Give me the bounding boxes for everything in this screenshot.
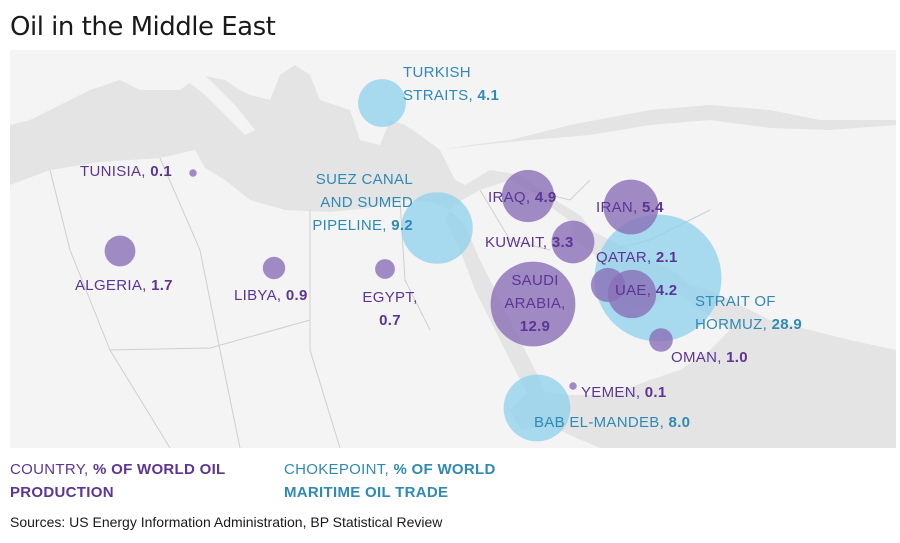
country-bubble-algeria — [104, 235, 136, 267]
legend-country: COUNTRY, % OF WORLD OIL PRODUCTION — [10, 458, 226, 504]
country-value: 1.7 — [151, 277, 173, 294]
legend-chokepoint-prefix: CHOKEPOINT, — [284, 461, 389, 478]
chokepoint-name: BAB EL-MANDEB — [534, 414, 660, 431]
country-name: TUNISIA — [80, 163, 142, 180]
chokepoint-name-line: TURKISH — [403, 64, 471, 81]
legend-country-bold: % OF WORLD OIL — [93, 461, 226, 478]
country-value: 0.9 — [285, 287, 308, 304]
country-label-tunisia: TUNISIA, 0.1 — [80, 163, 172, 180]
country-label-oman: OMAN, 1.0 — [671, 349, 748, 366]
chokepoint-value: 9.2 — [391, 217, 413, 234]
chokepoint-value: 8.0 — [668, 414, 691, 431]
country-bubble-tunisia — [189, 169, 197, 177]
country-bubble-iraq — [501, 169, 555, 223]
country-label-egypt: EGYPT, 0.7 — [362, 289, 418, 329]
country-label-iran: IRAN, 5.4 — [596, 199, 664, 216]
country-value: 1.0 — [726, 349, 748, 366]
chokepoint-label-bab-el-mandeb: BAB EL-MANDEB, 8.0 — [534, 414, 691, 431]
country-value: 0.1 — [644, 384, 667, 401]
country-label-iraq: IRAQ, 4.9 — [488, 189, 557, 206]
country-name: ALGERIA — [75, 277, 143, 294]
country-bubble-oman — [649, 328, 673, 352]
chokepoint-label-suez: SUEZ CANAL AND SUMED PIPELINE, 9.2 — [290, 168, 413, 237]
legend-chokepoint-bold: MARITIME OIL TRADE — [284, 484, 449, 501]
land-italy — [180, 60, 255, 135]
country-value: 4.9 — [534, 189, 557, 206]
country-name: UAE — [615, 282, 647, 299]
base-map — [10, 50, 896, 448]
country-bubble-uae — [607, 269, 657, 319]
country-value: 5.4 — [641, 199, 664, 216]
country-bubble-egypt — [375, 259, 395, 279]
country-name: EGYPT — [362, 289, 414, 306]
legend-country-prefix: COUNTRY, — [10, 461, 89, 478]
country-name: QATAR — [596, 249, 647, 266]
country-name: OMAN — [671, 349, 718, 366]
chokepoint-name-line: HORMUZ, — [695, 316, 768, 333]
country-bubble-kuwait — [551, 220, 595, 264]
country-label-uae: UAE, 4.2 — [615, 282, 678, 299]
country-label-algeria: ALGERIA, 1.7 — [75, 277, 173, 294]
legend-chokepoint: CHOKEPOINT, % OF WORLD MARITIME OIL TRAD… — [284, 458, 496, 504]
chokepoint-name-line: PIPELINE, — [312, 217, 387, 234]
bubble-layer — [104, 79, 722, 442]
chokepoint-name-line: STRAITS, — [403, 87, 473, 104]
map-area: TURKISH STRAITS, 4.1 SUEZ CANAL AND SUME… — [10, 50, 896, 448]
chokepoint-label-turkish-straits: TURKISH STRAITS, 4.1 — [403, 61, 499, 107]
country-bubble-libya — [262, 256, 286, 280]
chokepoint-bubble-suez-canal-and-sumed-pipeline — [401, 192, 473, 264]
country-label-qatar: QATAR, 2.1 — [596, 249, 678, 266]
chokepoint-bubble-bab-el-mandeb — [503, 374, 571, 442]
land-north — [10, 50, 896, 150]
country-value: 12.9 — [519, 318, 551, 335]
country-bubble-saudi-arabia — [490, 261, 576, 347]
country-name: KUWAIT — [485, 234, 543, 251]
legend-chokepoint-bold: % OF WORLD — [393, 461, 496, 478]
country-value: 0.7 — [379, 312, 401, 329]
legend-country-bold: PRODUCTION — [10, 484, 114, 501]
country-value: 0.1 — [150, 163, 172, 180]
country-label-yemen: YEMEN, 0.1 — [581, 384, 667, 401]
country-label-libya: LIBYA, 0.9 — [234, 287, 308, 304]
country-name: YEMEN — [581, 384, 636, 401]
chokepoint-value: 28.9 — [771, 316, 802, 333]
chokepoint-name-line: SUEZ CANAL — [315, 171, 413, 188]
country-name-line: SAUDI — [511, 272, 559, 289]
country-name: IRAN — [596, 199, 634, 216]
country-bubble-yemen — [569, 382, 577, 390]
country-value: 4.2 — [655, 282, 678, 299]
country-name: LIBYA — [234, 287, 277, 304]
country-bubble-iran — [603, 179, 659, 235]
chokepoint-name-line: AND SUMED — [320, 194, 413, 211]
country-value: 2.1 — [655, 249, 678, 266]
country-label-saudi-arabia: SAUDI ARABIA, 12.9 — [485, 269, 585, 338]
map-title: Oil in the Middle East — [10, 12, 276, 42]
chokepoint-value: 4.1 — [477, 87, 500, 104]
chokepoint-bubble-turkish-straits — [358, 79, 406, 127]
country-label-kuwait: KUWAIT, 3.3 — [485, 234, 574, 251]
land-africa-arabia — [10, 150, 730, 448]
chokepoint-label-hormuz: STRAIT OF HORMUZ, 28.9 — [695, 290, 802, 336]
source-note: Sources: US Energy Information Administr… — [10, 514, 443, 530]
country-name: IRAQ — [488, 189, 526, 206]
country-value: 3.3 — [551, 234, 574, 251]
chokepoint-name-line: STRAIT OF — [695, 293, 776, 310]
country-name-line: ARABIA, — [504, 295, 566, 312]
